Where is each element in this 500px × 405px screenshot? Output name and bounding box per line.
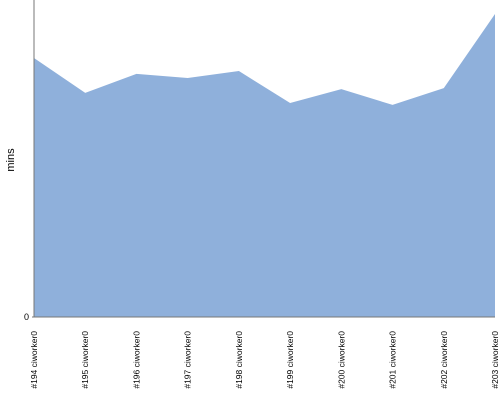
x-tick-label: #201 ciworker0 [388, 331, 398, 389]
x-tick-label: #203 ciworker0 [490, 331, 500, 389]
x-tick-label: #195 ciworker0 [80, 331, 90, 389]
x-tick-label: #194 ciworker0 [29, 331, 39, 389]
x-tick-label: #200 ciworker0 [336, 331, 346, 389]
x-tick-label: #196 ciworker0 [131, 331, 141, 389]
x-tick-label: #199 ciworker0 [285, 331, 295, 389]
x-tick-label: #202 ciworker0 [439, 331, 449, 389]
x-tick-label: #197 ciworker0 [183, 331, 193, 389]
y-tick-label: 0 [24, 312, 29, 322]
y-axis-label: mins [5, 148, 17, 172]
x-tick-label: #198 ciworker0 [234, 331, 244, 389]
area [34, 13, 495, 318]
